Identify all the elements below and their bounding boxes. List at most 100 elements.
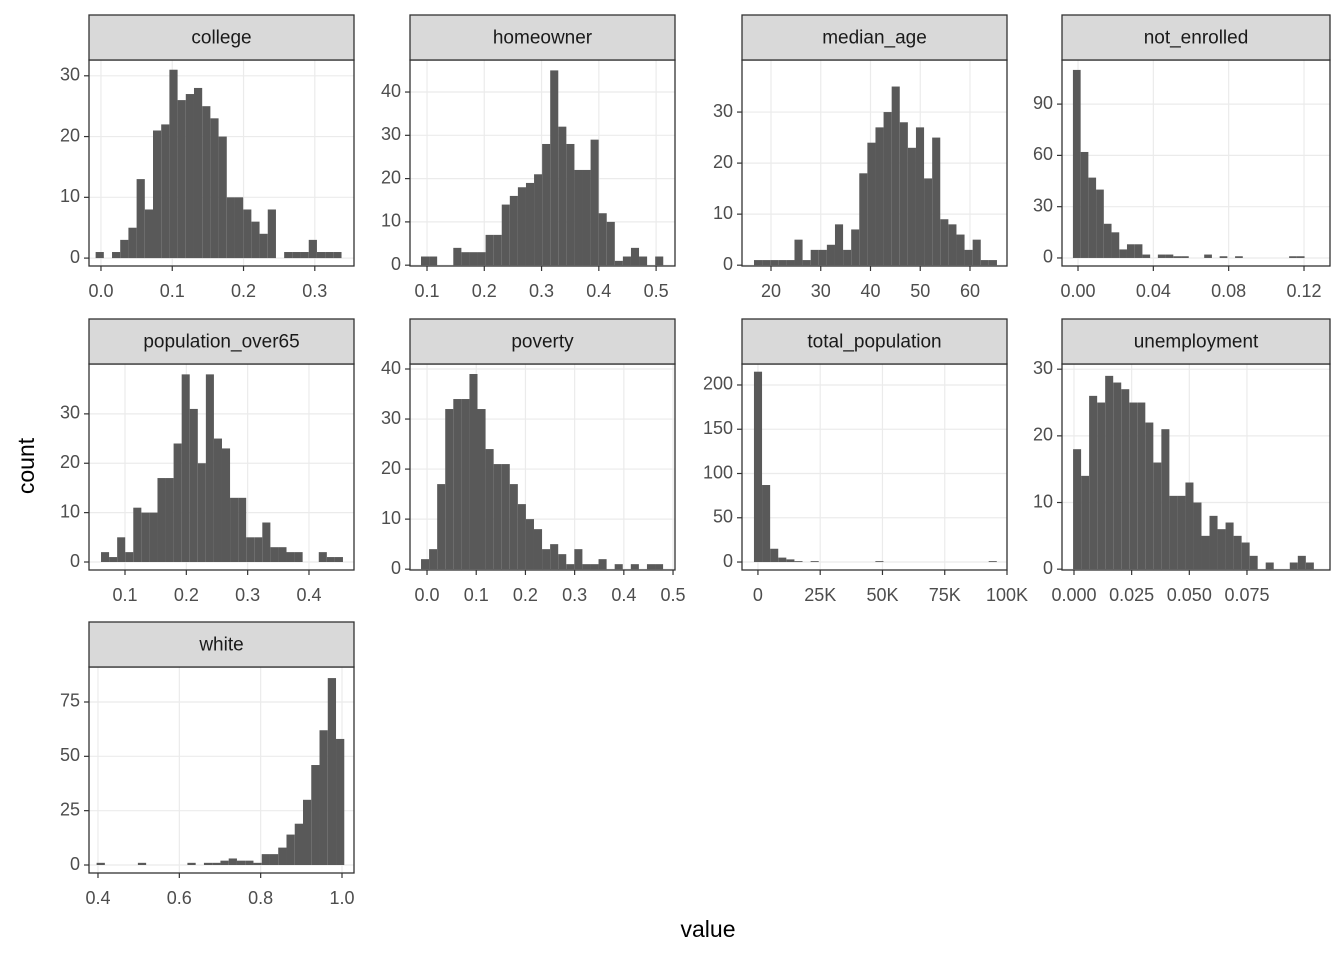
histogram-bar — [308, 239, 317, 259]
histogram-bar — [212, 862, 221, 866]
histogram-bar — [461, 252, 470, 266]
histogram-bar — [525, 519, 534, 570]
y-tick-label: 10 — [713, 203, 733, 223]
histogram-bar — [228, 858, 237, 866]
histogram-bar — [810, 561, 819, 563]
y-tick-label: 10 — [60, 186, 80, 206]
y-tick-label: 30 — [381, 124, 401, 144]
x-tick-label: 25K — [804, 585, 836, 605]
histogram-bar — [542, 549, 551, 570]
histogram-bar — [1305, 562, 1314, 570]
x-tick-label: 0.050 — [1167, 585, 1212, 605]
histogram-bar — [187, 862, 196, 866]
facet-title: white — [198, 635, 243, 656]
histogram-bar — [203, 862, 213, 866]
histogram-bar — [558, 554, 567, 570]
x-tick-label: 30 — [811, 281, 831, 301]
histogram-bar — [1072, 69, 1081, 258]
histogram-bar — [533, 529, 543, 570]
histogram-bar — [770, 260, 779, 266]
y-tick-label: 40 — [381, 358, 401, 378]
histogram-bar — [574, 549, 583, 570]
histogram-bar — [1142, 254, 1151, 258]
x-tick-label: 0.12 — [1286, 281, 1321, 301]
histogram-bar — [1249, 555, 1258, 570]
histogram-bar — [525, 182, 535, 266]
facet-strip — [88, 318, 355, 365]
histogram-bar — [420, 256, 430, 266]
histogram-bar — [303, 799, 312, 866]
x-tick-label: 0.3 — [235, 585, 260, 605]
histogram-bar — [333, 252, 342, 259]
histogram-bar — [1089, 395, 1098, 570]
histogram-bar — [891, 86, 900, 266]
x-axis-title: value — [681, 916, 736, 942]
histogram-bar — [566, 564, 575, 570]
histogram-bar — [193, 87, 203, 259]
histogram-bar — [161, 124, 170, 259]
histogram-bar — [851, 229, 860, 266]
histogram-bar — [509, 484, 518, 570]
histogram-bar — [319, 730, 328, 866]
histogram-bar — [786, 559, 795, 563]
histogram-bar — [1233, 535, 1242, 570]
x-tick-label: 0.2 — [231, 281, 256, 301]
x-tick-label: 0.5 — [644, 281, 669, 301]
histogram-bar — [429, 256, 438, 266]
x-tick-label: 0.2 — [174, 585, 199, 605]
histogram-bar — [980, 260, 989, 266]
x-tick-label: 0.000 — [1051, 585, 1096, 605]
histogram-bar — [509, 195, 518, 266]
histogram-bar — [1181, 256, 1189, 258]
histogram-bar — [292, 252, 301, 259]
histogram-bar — [294, 823, 304, 866]
histogram-bar — [262, 522, 271, 563]
histogram-bar — [1219, 256, 1228, 258]
histogram-bar — [566, 143, 575, 266]
histogram-bar — [818, 249, 827, 266]
histogram-bar — [778, 557, 787, 563]
facet-title: not_enrolled — [1144, 28, 1249, 49]
y-tick-label: 10 — [381, 508, 401, 528]
histogram-bar — [988, 561, 997, 563]
histogram-bar — [136, 179, 145, 259]
histogram-bar — [614, 564, 623, 570]
histogram-bar — [794, 239, 803, 266]
histogram-bar — [972, 239, 981, 266]
histogram-bar — [1096, 189, 1104, 258]
histogram-bar — [1103, 223, 1112, 258]
histogram-bar — [794, 561, 803, 563]
y-tick-label: 20 — [381, 167, 401, 187]
y-tick-label: 0 — [1043, 558, 1053, 578]
y-tick-label: 50 — [60, 745, 80, 765]
histogram-bar — [101, 552, 110, 563]
histogram-bar — [1204, 254, 1212, 258]
histogram-bar — [639, 256, 648, 266]
histogram-bar — [1111, 232, 1120, 258]
x-tick-label: 0.075 — [1224, 585, 1269, 605]
histogram-bar — [622, 256, 631, 266]
x-tick-label: 0.4 — [296, 585, 321, 605]
histogram-bar — [786, 260, 795, 266]
y-tick-label: 10 — [60, 501, 80, 521]
x-tick-label: 0 — [753, 585, 763, 605]
histogram-bar — [205, 374, 214, 563]
histogram-bar — [1169, 495, 1178, 570]
histogram-bar — [899, 122, 908, 266]
histogram-bar — [445, 409, 454, 570]
histogram-bar — [1073, 449, 1082, 570]
histogram-bar — [630, 247, 640, 266]
facet-title: unemployment — [1134, 332, 1259, 353]
histogram-bar — [630, 564, 639, 570]
histogram-bar — [517, 504, 526, 570]
y-tick-label: 200 — [703, 374, 733, 394]
histogram-bar — [606, 221, 615, 266]
histogram-bar — [1121, 389, 1130, 570]
histogram-bar — [189, 408, 198, 563]
histogram-bar — [1297, 555, 1306, 570]
histogram-bar — [517, 187, 526, 266]
histogram-bar — [558, 126, 567, 266]
histogram-bar — [259, 233, 268, 259]
y-tick-label: 10 — [381, 211, 401, 231]
y-tick-label: 100 — [703, 462, 733, 482]
